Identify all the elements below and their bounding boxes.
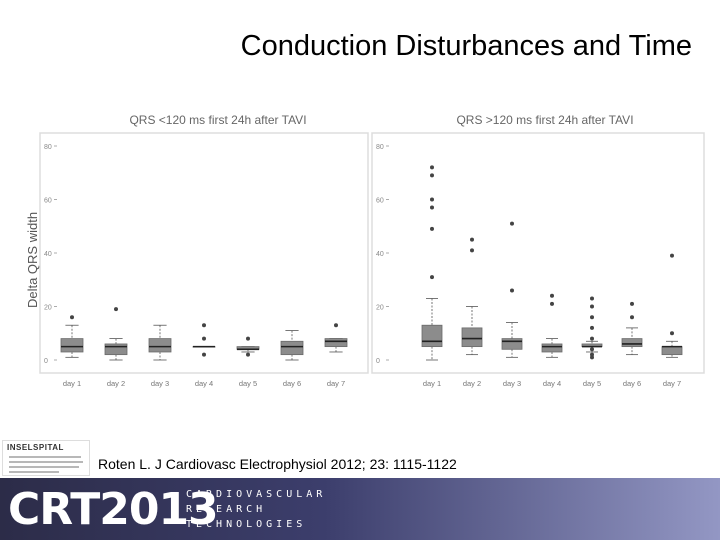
outlier-point [202, 352, 206, 357]
footer-brand: CRT2013 [8, 484, 219, 535]
box-day-6 [621, 301, 643, 356]
y-tick-label: 0 [44, 358, 48, 365]
box-day-7 [324, 323, 348, 353]
citation: Roten L. J Cardiovasc Electrophysiol 201… [98, 456, 457, 472]
x-tick-label: day 7 [327, 379, 345, 388]
box-iqr [621, 338, 643, 348]
box-iqr [661, 346, 683, 356]
box-day-5 [581, 296, 603, 360]
box-day-2 [461, 237, 483, 356]
footer-banner: CRT2013 CARDIOVASCULAR RESEARCH TECHNOLO… [0, 478, 720, 540]
y-tick-label: 0 [376, 358, 380, 365]
x-tick-label: day 6 [623, 379, 641, 388]
outlier-point [590, 296, 594, 301]
outlier-point [550, 293, 554, 298]
outlier-point [246, 352, 250, 357]
outlier-point [430, 226, 434, 231]
box-day-1 [421, 165, 443, 361]
outlier-point [550, 301, 554, 306]
outlier-point [430, 197, 434, 202]
outlier-point [430, 165, 434, 170]
outlier-point [670, 331, 674, 336]
x-tick-label: day 5 [239, 379, 257, 388]
box-day-1 [60, 315, 84, 358]
x-tick-label: day 3 [151, 379, 169, 388]
outlier-point [202, 336, 206, 341]
y-tick-label: 20 [376, 305, 384, 312]
x-tick-label: day 6 [283, 379, 301, 388]
y-axis-label: Delta QRS width [25, 212, 40, 308]
slide-title: Conduction Disturbances and Time [240, 30, 692, 62]
box-iqr [421, 324, 443, 348]
x-tick-label: day 2 [107, 379, 125, 388]
footer-line-3: TECHNOLOGIES [186, 519, 307, 530]
box-iqr [280, 340, 304, 356]
x-tick-label: day 1 [63, 379, 81, 388]
y-tick-label: 60 [44, 198, 52, 205]
outlier-point [334, 323, 338, 328]
outlier-point [430, 205, 434, 210]
outlier-point [470, 248, 474, 253]
x-tick-label: day 3 [503, 379, 521, 388]
x-tick-label: day 4 [195, 379, 213, 388]
chart-panel-qrs-under-120: QRS <120 ms first 24h after TAVI 0 20 40 60 8… [39, 113, 369, 388]
outlier-point [630, 301, 634, 306]
y-tick-label: 40 [44, 251, 52, 258]
chart-panel-qrs-over-120: QRS >120 ms first 24h after TAVI 0 20 40 60 8… [371, 113, 705, 388]
outlier-point [630, 315, 634, 320]
x-tick-label: day 7 [663, 379, 681, 388]
outlier-point [430, 173, 434, 178]
box-iqr [461, 327, 483, 348]
outlier-point [70, 315, 74, 320]
logo-name: INSELSPITAL [7, 443, 64, 452]
box-day-7 [661, 253, 683, 358]
box-iqr [541, 343, 563, 353]
box-day-6 [280, 330, 304, 361]
panel-border [39, 132, 369, 374]
footer-line-2: RESEARCH [186, 504, 267, 515]
outlier-point [590, 304, 594, 309]
outlier-point [430, 275, 434, 280]
box-iqr [324, 338, 348, 348]
outlier-point [590, 355, 594, 360]
box-day-3 [148, 324, 172, 361]
box-iqr [60, 338, 84, 353]
outlier-point [590, 315, 594, 320]
y-tick-label: 60 [376, 198, 384, 205]
y-tick-label: 20 [44, 305, 52, 312]
box-day-5 [236, 336, 260, 357]
box-day-4 [192, 323, 216, 357]
box-day-4 [541, 293, 563, 358]
chart-title: QRS >120 ms first 24h after TAVI [456, 113, 633, 127]
box-iqr [148, 338, 172, 353]
outlier-point [202, 323, 206, 328]
chart-title: QRS <120 ms first 24h after TAVI [129, 113, 306, 127]
outlier-point [590, 325, 594, 330]
outlier-point [510, 221, 514, 226]
outlier-point [510, 288, 514, 293]
box-day-2 [104, 307, 128, 361]
outlier-point [246, 336, 250, 341]
outlier-point [670, 253, 674, 258]
y-tick-label: 80 [44, 144, 52, 151]
footer-line-1: CARDIOVASCULAR [186, 489, 327, 500]
x-tick-label: day 5 [583, 379, 601, 388]
box-plot-figure: Delta QRS width QRS <120 ms first 24h af… [25, 113, 705, 388]
outlier-point [470, 237, 474, 242]
outlier-point [114, 307, 118, 312]
outlier-point [590, 336, 594, 341]
inselspital-logo: INSELSPITAL [2, 440, 90, 476]
x-tick-label: day 1 [423, 379, 441, 388]
panel-border [371, 132, 705, 374]
box-iqr [501, 338, 523, 350]
x-tick-label: day 2 [463, 379, 481, 388]
box-iqr [104, 343, 128, 356]
box-day-3 [501, 221, 523, 358]
y-tick-label: 40 [376, 251, 384, 258]
y-tick-label: 80 [376, 144, 384, 151]
outlier-point [590, 347, 594, 352]
x-tick-label: day 4 [543, 379, 561, 388]
